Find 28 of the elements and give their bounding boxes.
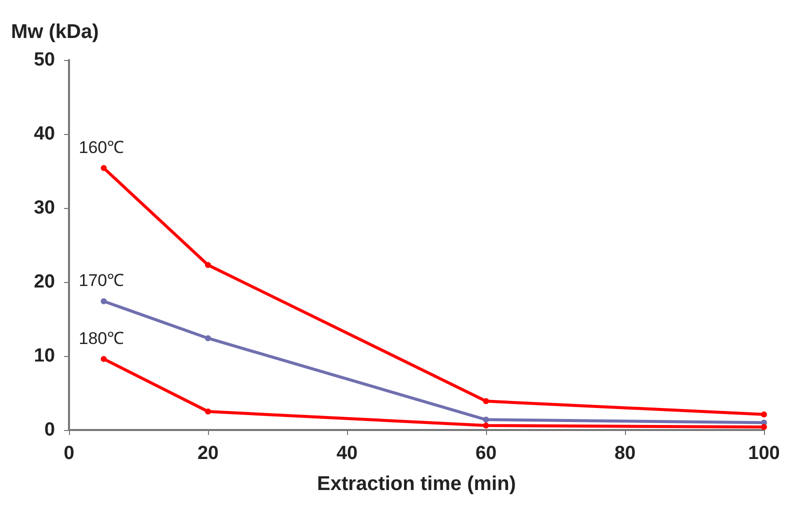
series-label: 170℃ — [78, 271, 124, 290]
x-tick-label: 20 — [197, 443, 219, 464]
y-tick-label: 0 — [44, 420, 55, 440]
x-axis-title: Extraction time (min) — [317, 473, 516, 495]
point — [205, 408, 211, 414]
y-tick-label: 20 — [34, 272, 55, 292]
y-tick-label: 50 — [34, 50, 55, 70]
x-tick-label: 100 — [748, 443, 780, 464]
point — [100, 298, 107, 304]
x-tick-label: 80 — [614, 443, 636, 464]
y-tick-label: 10 — [34, 346, 55, 366]
point — [205, 335, 211, 342]
point — [483, 416, 489, 423]
x-tick-label: 40 — [336, 443, 358, 464]
x-tick-label: 0 — [64, 443, 74, 464]
y-tick-label: 40 — [34, 124, 55, 144]
y-tick-label: 30 — [34, 198, 55, 218]
point — [205, 262, 211, 268]
point — [100, 356, 107, 362]
point — [100, 165, 107, 172]
series-label: 160℃ — [78, 138, 124, 158]
series-label: 180℃ — [78, 328, 124, 348]
point — [483, 422, 489, 429]
y-axis-title: Mw (kDa) — [11, 21, 99, 43]
point — [483, 398, 489, 404]
point — [761, 411, 767, 418]
x-tick-label: 60 — [475, 443, 497, 464]
point — [761, 424, 767, 430]
